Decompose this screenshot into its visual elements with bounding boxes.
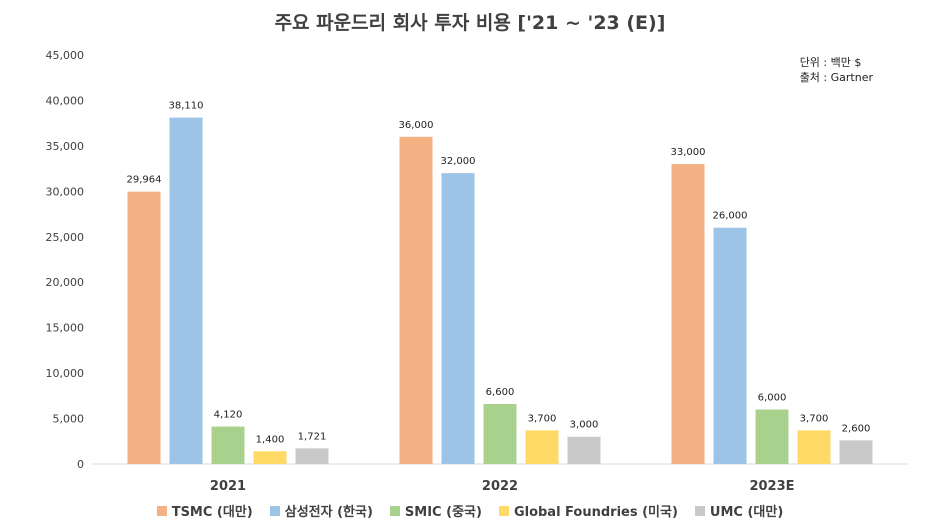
data-label: 38,110 <box>169 101 204 112</box>
x-tick-label: 2023E <box>749 479 794 494</box>
legend-label: SMIC (중국) <box>404 505 482 520</box>
legend: TSMC (대만) 삼성전자 (한국) SMIC (중국) Global Foundr… <box>0 501 940 520</box>
y-tick-label: 30,000 <box>46 185 85 198</box>
bar <box>399 136 433 465</box>
chart-notes: 단위 : 백만 $ 출처 : Gartner <box>800 55 873 85</box>
data-label: 36,000 <box>399 120 434 131</box>
legend-swatch <box>694 505 705 516</box>
data-label: 6,600 <box>486 387 515 398</box>
bar <box>525 430 559 464</box>
legend-swatch <box>389 505 400 516</box>
source-note: 출처 : Gartner <box>799 71 873 84</box>
bar <box>295 448 329 464</box>
bar-chart: 0 5,000 10,000 15,000 20,000 25,000 30,000 35,0… <box>46 49 908 494</box>
data-label: 3,000 <box>570 420 599 431</box>
data-label: 2,600 <box>842 423 871 434</box>
bar <box>441 173 475 464</box>
bar <box>253 451 287 464</box>
x-tick-label: 2022 <box>482 479 518 494</box>
bar <box>169 117 203 465</box>
legend-item: TSMC (대만) <box>156 501 253 520</box>
legend-swatch <box>269 505 280 516</box>
legend-item: Global Foundries (미국) <box>498 501 678 520</box>
y-tick-label: 40,000 <box>46 94 85 107</box>
data-label: 1,400 <box>256 434 285 445</box>
bar <box>211 426 245 464</box>
legend-label: 삼성전자 (한국) <box>284 505 373 520</box>
data-label: 3,700 <box>800 413 829 424</box>
y-tick-label: 25,000 <box>46 231 85 244</box>
data-label: 1,721 <box>298 431 327 442</box>
legend-item: UMC (대만) <box>694 501 784 520</box>
bar <box>797 430 831 464</box>
data-label: 4,120 <box>214 410 243 421</box>
x-tick-label: 2021 <box>210 479 246 494</box>
data-label: 33,000 <box>671 147 706 158</box>
legend-item: 삼성전자 (한국) <box>269 501 373 520</box>
bar <box>671 164 705 465</box>
y-tick-label: 20,000 <box>46 276 85 289</box>
data-label: 29,964 <box>127 175 162 186</box>
bar <box>483 404 517 464</box>
y-tick-label: 10,000 <box>46 367 85 380</box>
legend-label: Global Foundries (미국) <box>513 505 678 520</box>
data-label: 3,700 <box>528 413 557 424</box>
bar <box>127 191 161 465</box>
legend-item: SMIC (중국) <box>389 501 482 520</box>
data-label: 6,000 <box>758 392 787 403</box>
y-tick-label: 0 <box>77 458 84 471</box>
bar <box>567 436 601 464</box>
legend-label: UMC (대만) <box>709 505 784 520</box>
data-label: 32,000 <box>441 156 476 167</box>
data-label: 26,000 <box>713 211 748 222</box>
bar <box>713 227 747 464</box>
legend-label: TSMC (대만) <box>171 505 253 520</box>
unit-note: 단위 : 백만 $ <box>799 56 862 69</box>
y-tick-label: 5,000 <box>53 413 85 426</box>
legend-swatch <box>156 505 167 516</box>
y-tick-label: 45,000 <box>46 49 85 62</box>
bar <box>839 440 873 464</box>
y-tick-label: 35,000 <box>46 140 85 153</box>
bar <box>755 409 789 464</box>
legend-swatch <box>498 505 509 516</box>
y-tick-label: 15,000 <box>46 322 85 335</box>
chart-title: 주요 파운드리 회사 투자 비용 ['21 ~ '23 (E)] <box>274 12 666 34</box>
